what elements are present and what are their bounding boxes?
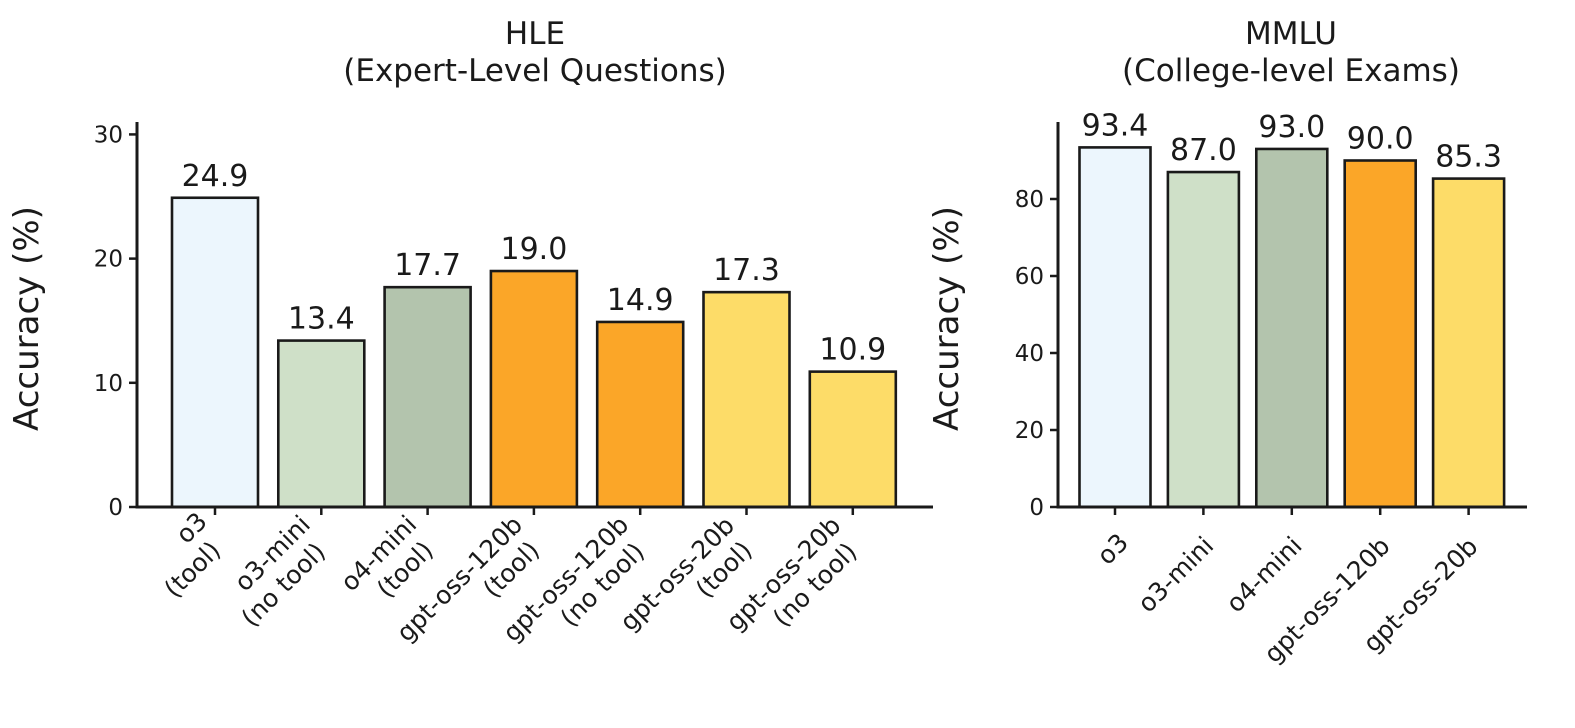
chart1-bar-5 xyxy=(595,320,685,509)
chart1-title-line-2: (Expert-Level Questions) xyxy=(343,53,726,89)
chart2-bar-1 xyxy=(1078,146,1152,509)
chart2-x-label-3: o4-mini xyxy=(1220,531,1307,618)
chart1-bar-4 xyxy=(489,269,579,509)
chart2-bar-2 xyxy=(1166,170,1241,509)
chart2-title-line-2: (College-level Exams) xyxy=(1122,53,1460,89)
chart1-title-line-1: HLE xyxy=(505,16,565,52)
chart1-value-label-1: 24.9 xyxy=(182,159,249,194)
chart2-value-label-2: 87.0 xyxy=(1170,133,1237,168)
chart1-y-tick-label-3: 20 xyxy=(94,247,123,273)
chart1-y-tick-label-2: 10 xyxy=(94,371,123,397)
chart1-value-label-7: 10.9 xyxy=(819,333,886,368)
chart1-x-label-2: o3-mini(no tool) xyxy=(214,510,337,633)
chart1-value-label-6: 17.3 xyxy=(713,253,780,288)
chart2-x-label-1-line-1: o3 xyxy=(1091,528,1134,571)
chart2-title-line-1: MMLU xyxy=(1245,16,1337,52)
chart2-x-label-3-line-1: o4-mini xyxy=(1220,531,1307,618)
chart2-y-axis-label: Accuracy (%) xyxy=(927,206,967,431)
chart2-bar-3 xyxy=(1255,147,1329,509)
chart1-y-tick-label-1: 0 xyxy=(108,495,123,521)
chart1-value-label-2: 13.4 xyxy=(288,302,355,337)
chart1-bar-2 xyxy=(276,339,366,509)
chart1-bar-3 xyxy=(383,285,472,509)
chart2-y-tick-label-5: 80 xyxy=(1015,187,1044,213)
chart2-y-tick-label-4: 60 xyxy=(1015,264,1044,290)
chart2-value-label-4: 90.0 xyxy=(1347,122,1414,157)
chart2-value-label-5: 85.3 xyxy=(1435,140,1502,175)
chart2-value-label-1: 93.4 xyxy=(1082,108,1149,143)
chart2-x-label-1: o3 xyxy=(1091,528,1134,571)
chart1-bar-1 xyxy=(170,196,260,509)
chart1-y-axis-label: Accuracy (%) xyxy=(7,206,47,431)
chart2-bar-4 xyxy=(1343,159,1417,509)
chart2-panel: MMLU(College-level Exams) Accuracy (%) 93.… xyxy=(927,16,1527,669)
chart2-y-tick-label-2: 20 xyxy=(1015,418,1044,444)
chart2-y-tick-label-3: 40 xyxy=(1015,341,1044,367)
chart1-value-label-4: 19.0 xyxy=(501,232,568,267)
chart1-panel: HLE(Expert-Level Questions) Accuracy (%) 2… xyxy=(7,16,933,658)
chart1-bar-7 xyxy=(808,370,898,509)
chart1-bar-6 xyxy=(702,290,791,509)
chart2-bar-5 xyxy=(1431,177,1506,509)
chart2-y-tick-label-1: 0 xyxy=(1029,495,1044,521)
chart2-value-label-3: 93.0 xyxy=(1258,110,1325,145)
chart1-value-label-5: 14.9 xyxy=(607,283,674,318)
chart1-x-label-1: o3(tool) xyxy=(137,507,234,604)
chart1-x-label-7: gpt-oss-20b(no tool) xyxy=(721,511,868,658)
chart1-value-label-3: 17.7 xyxy=(394,248,461,283)
chart2-x-label-2-line-1: o3-mini xyxy=(1132,531,1219,618)
chart1-y-tick-label-4: 30 xyxy=(94,122,123,148)
chart2-x-label-2: o3-mini xyxy=(1132,531,1219,618)
